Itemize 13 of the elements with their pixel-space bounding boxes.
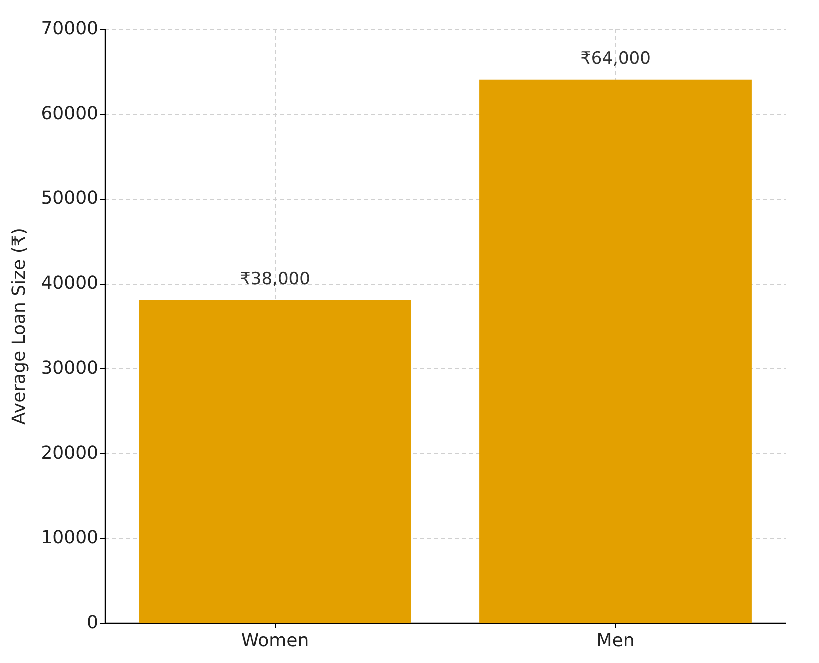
y-tick-label: 60000 xyxy=(41,103,98,124)
y-tick-label: 0 xyxy=(87,612,98,634)
y-tick-label: 10000 xyxy=(41,528,98,549)
y-tick-label: 20000 xyxy=(41,442,98,464)
data-label: ₹64,000 xyxy=(580,48,651,69)
x-tick-label: Men xyxy=(596,630,635,652)
y-tick-label: 40000 xyxy=(41,273,98,294)
y-axis-title: Average Loan Size (₹) xyxy=(9,228,30,425)
data-label: ₹38,000 xyxy=(240,270,310,290)
x-tick-label: Women xyxy=(241,630,310,652)
y-tick-label: 70000 xyxy=(41,18,98,40)
y-tick-label: 50000 xyxy=(41,188,98,210)
y-tick-label: 30000 xyxy=(41,358,98,379)
